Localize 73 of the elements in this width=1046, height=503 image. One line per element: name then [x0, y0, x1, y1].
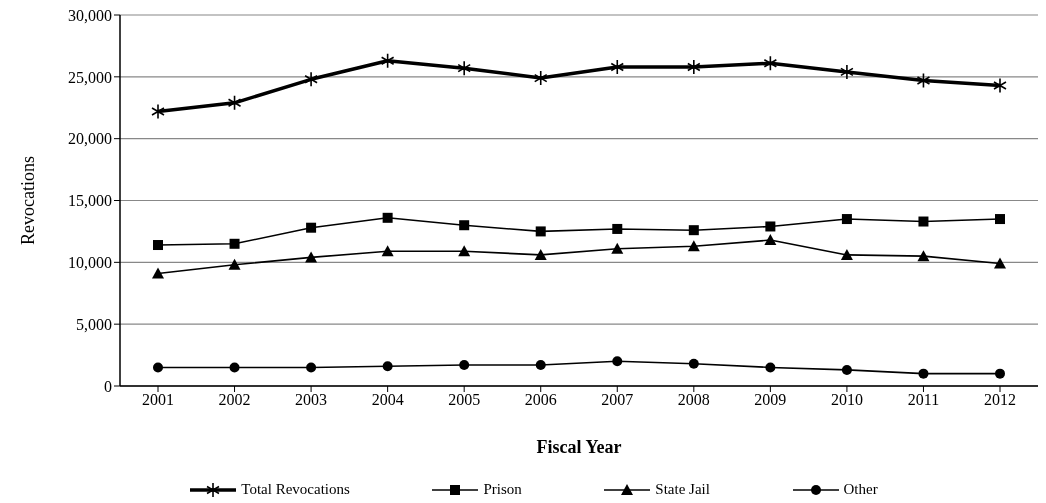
point: [612, 223, 623, 234]
point: [304, 71, 318, 88]
point: [227, 95, 242, 111]
point: [687, 59, 701, 75]
point: [688, 225, 699, 236]
point: [381, 245, 394, 257]
x-tick-label: 2011: [907, 391, 940, 409]
point: [918, 368, 929, 379]
x-tick-label: 2003: [295, 391, 328, 409]
point: [610, 59, 625, 75]
point: [153, 362, 163, 373]
point: [765, 221, 776, 232]
point: [688, 358, 699, 369]
y-tick-label: 5,000: [76, 315, 112, 333]
legend-label: Prison: [483, 481, 522, 498]
point: [533, 70, 548, 86]
point: [380, 52, 395, 69]
point: [841, 214, 852, 225]
point: [535, 226, 546, 237]
point: [306, 362, 317, 373]
x-tick-label: 2005: [448, 391, 481, 409]
point: [151, 103, 165, 120]
x-tick-label: 2001: [142, 391, 174, 409]
point: [995, 214, 1005, 225]
y-tick-label: 25,000: [68, 68, 112, 86]
y-tick-label: 10,000: [68, 254, 112, 272]
point: [764, 234, 777, 246]
point: [153, 240, 163, 251]
point: [611, 242, 624, 254]
point: [535, 359, 546, 370]
point: [918, 216, 929, 227]
point: [459, 220, 470, 231]
x-tick-label: 2006: [524, 391, 557, 409]
point: [840, 248, 853, 260]
point: [995, 368, 1005, 379]
point: [994, 257, 1006, 269]
point: [382, 361, 393, 372]
point: [305, 251, 318, 263]
point: [840, 64, 854, 80]
point: [458, 245, 471, 257]
legend-label: Total Revocations: [241, 481, 350, 498]
point: [612, 356, 623, 367]
point: [382, 212, 393, 223]
y-tick-label: 20,000: [68, 130, 112, 148]
point: [152, 267, 164, 279]
point: [534, 248, 547, 260]
point: [306, 222, 317, 233]
point: [457, 60, 471, 76]
y-tick-label: 30,000: [68, 6, 112, 24]
point: [229, 238, 240, 249]
point: [765, 362, 776, 373]
legend-label: State Jail: [655, 481, 710, 498]
x-axis-title: Fiscal Year: [536, 437, 622, 457]
x-tick-label: 2009: [754, 391, 787, 409]
point: [916, 72, 931, 89]
point: [687, 240, 700, 252]
point: [993, 77, 1007, 94]
y-axis-title: Revocations: [18, 156, 39, 245]
point: [229, 362, 240, 373]
x-tick-label: 2010: [830, 391, 863, 409]
x-tick-label: 2008: [677, 391, 710, 409]
y-tick-label: 15,000: [68, 192, 112, 210]
point: [459, 359, 470, 370]
point: [763, 55, 778, 72]
point: [228, 258, 241, 270]
x-tick-label: 2004: [371, 391, 404, 409]
legend-label: Other: [843, 481, 878, 498]
x-tick-label: 2012: [984, 391, 1016, 409]
x-tick-label: 2007: [601, 391, 634, 409]
point: [917, 250, 930, 262]
x-tick-label: 2002: [218, 391, 251, 409]
y-tick-label: 0: [104, 377, 112, 395]
point: [841, 364, 852, 375]
